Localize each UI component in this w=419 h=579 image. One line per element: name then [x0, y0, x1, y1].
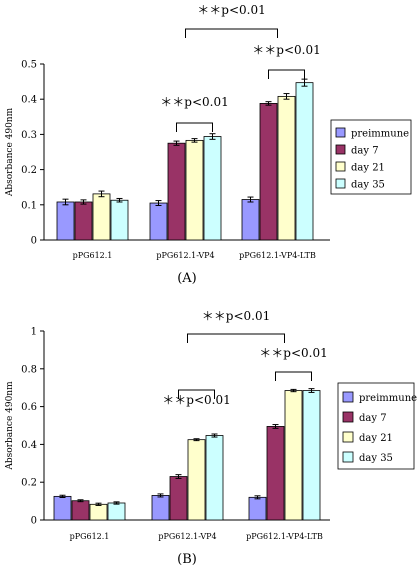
- x-tick-label: pPG612.1-VP4: [158, 532, 216, 541]
- y-tick-label: 0: [31, 516, 37, 527]
- y-tick-label: 0.8: [21, 364, 37, 375]
- legend-label: day 21: [351, 163, 385, 174]
- x-tick-label: pPG612.1-VP4: [156, 251, 214, 260]
- y-tick-label: 0.6: [21, 402, 37, 413]
- panel-label: (A): [177, 271, 197, 286]
- legend-label: day 21: [359, 433, 393, 444]
- y-tick-label: 0.4: [21, 95, 37, 106]
- y-axis-title: Absorbance 490nm: [5, 107, 15, 197]
- y-tick-label: 0.4: [21, 440, 37, 451]
- bar: [248, 496, 267, 521]
- significance-label: ＊＊p<0.01: [160, 95, 228, 109]
- panel-a: 0 0.1 0.2 0.3 0.4 0.5 Absorbance 490nm pPG612.1…: [5, 3, 412, 286]
- legend-label: preimmune: [359, 393, 417, 404]
- significance-label: ＊＊p<0.01: [197, 3, 265, 17]
- legend-swatch: [335, 178, 346, 189]
- bar: [89, 503, 108, 521]
- significance-bracket: [185, 28, 278, 38]
- bar: [266, 426, 285, 521]
- x-tick-label: pPG612.1-VP4-LTB: [239, 251, 316, 260]
- bar: [71, 500, 90, 521]
- legend-swatch: [335, 144, 346, 155]
- significance-bracket: [176, 122, 213, 132]
- bar: [284, 390, 303, 521]
- bar: [259, 103, 278, 241]
- panel-label: (B): [177, 552, 197, 567]
- bar: [56, 201, 75, 241]
- bar: [92, 193, 111, 241]
- y-tick-label: 0.2: [21, 478, 37, 489]
- bar: [187, 439, 206, 521]
- bar: [110, 199, 129, 241]
- significance-bracket: [275, 371, 312, 381]
- bar: [167, 142, 186, 241]
- y-tick-label: 0.3: [21, 130, 37, 141]
- y-tick-label: 0.2: [21, 165, 37, 176]
- legend-swatch: [342, 431, 354, 443]
- significance-label: ＊＊p<0.01: [259, 346, 327, 360]
- bar: [74, 201, 93, 241]
- y-tick-label: 0.5: [21, 60, 37, 71]
- bar: [107, 502, 126, 521]
- x-tick-label: pPG612.1: [73, 251, 113, 260]
- legend-label: preimmune: [351, 129, 409, 140]
- x-tick-label: pPG612.1-VP4-LTB: [246, 532, 323, 541]
- bar: [151, 495, 170, 521]
- legend-swatch: [342, 411, 354, 423]
- significance-bracket: [268, 69, 305, 79]
- bar: [185, 139, 204, 241]
- legend-swatch: [335, 161, 346, 172]
- significance-label: ＊＊p<0.01: [202, 309, 270, 323]
- bar: [149, 202, 168, 241]
- legend-label: day 35: [359, 453, 393, 464]
- bar: [241, 199, 260, 241]
- significance-bracket: [178, 389, 215, 399]
- panel-b: 0 0.2 0.4 0.6 0.8 1 Absorbance 490nm pPG612.1 pP…: [5, 309, 417, 567]
- bar: [302, 390, 321, 521]
- significance-label: ＊＊p<0.01: [252, 43, 320, 57]
- significance-bracket: [187, 333, 285, 343]
- legend-label: day 7: [351, 146, 379, 157]
- y-tick-label: 0.1: [21, 200, 37, 211]
- x-tick-label: pPG612.1: [70, 532, 110, 541]
- bar: [169, 476, 188, 521]
- legend-label: day 7: [359, 413, 387, 424]
- legend-swatch: [335, 127, 346, 138]
- legend-swatch: [342, 391, 354, 403]
- bar: [205, 435, 224, 521]
- significance-label: ＊＊p<0.01: [162, 393, 230, 407]
- y-tick-label: 1: [31, 327, 37, 338]
- legend-label: day 35: [351, 180, 385, 191]
- bar: [277, 95, 296, 241]
- y-tick-label: 0: [31, 236, 37, 247]
- y-axis-title: Absorbance 490nm: [5, 381, 15, 471]
- legend-swatch: [342, 451, 354, 463]
- bar: [53, 495, 72, 521]
- bar: [295, 82, 314, 241]
- bar: [203, 136, 222, 241]
